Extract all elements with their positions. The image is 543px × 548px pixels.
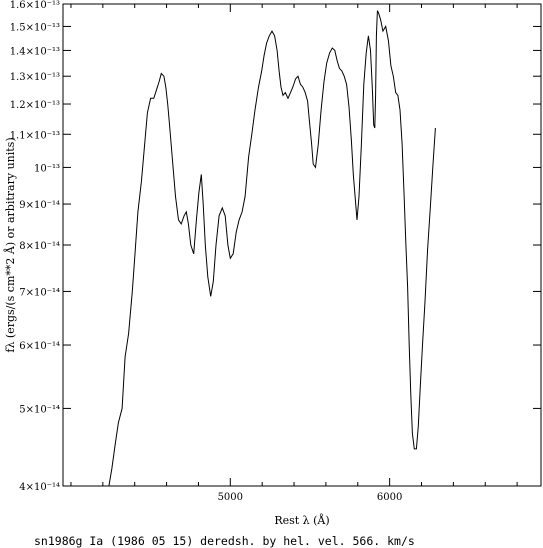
y-axis-title: fλ (ergs/(s cm**2 Å) or arbitrary units) [3, 137, 17, 352]
y-axis-ticks: 4×10⁻¹⁴ 5×10⁻¹⁴ 6×10⁻¹⁴ 7×10⁻¹⁴ 8×10⁻¹⁴ 9×10⁻… [10, 0, 541, 493]
y-tick-label: 1.6×10⁻¹³ [10, 0, 60, 11]
y-tick-label: 1.3×10⁻¹³ [10, 72, 60, 83]
chart-caption: sn1986g Ia (1986 05 15) deredsh. by hel.… [34, 534, 415, 548]
y-tick-label: 1.4×10⁻¹³ [10, 46, 60, 57]
x-tick-label: 5000 [218, 492, 243, 503]
plot-frame [62, 3, 542, 487]
y-tick-label: 1.2×10⁻¹³ [10, 100, 60, 111]
y-tick-label: 6×10⁻¹⁴ [19, 341, 60, 352]
x-axis-title: Rest λ (Å) [274, 513, 329, 527]
y-tick-label: 4×10⁻¹⁴ [19, 482, 60, 493]
x-tick-label: 6000 [377, 492, 402, 503]
y-tick-label: 8×10⁻¹⁴ [19, 241, 60, 252]
y-tick-label: 5×10⁻¹⁴ [19, 404, 60, 415]
spectrum-series-line [108, 10, 436, 487]
y-tick-label: 10⁻¹³ [34, 163, 60, 174]
y-tick-label: 1.1×10⁻¹³ [10, 130, 60, 141]
y-tick-label: 7×10⁻¹⁴ [19, 287, 60, 298]
y-tick-label: 9×10⁻¹⁴ [19, 200, 60, 211]
y-tick-label: 1.5×10⁻¹³ [10, 22, 60, 33]
x-axis-ticks: 5000 6000 [70, 4, 518, 503]
